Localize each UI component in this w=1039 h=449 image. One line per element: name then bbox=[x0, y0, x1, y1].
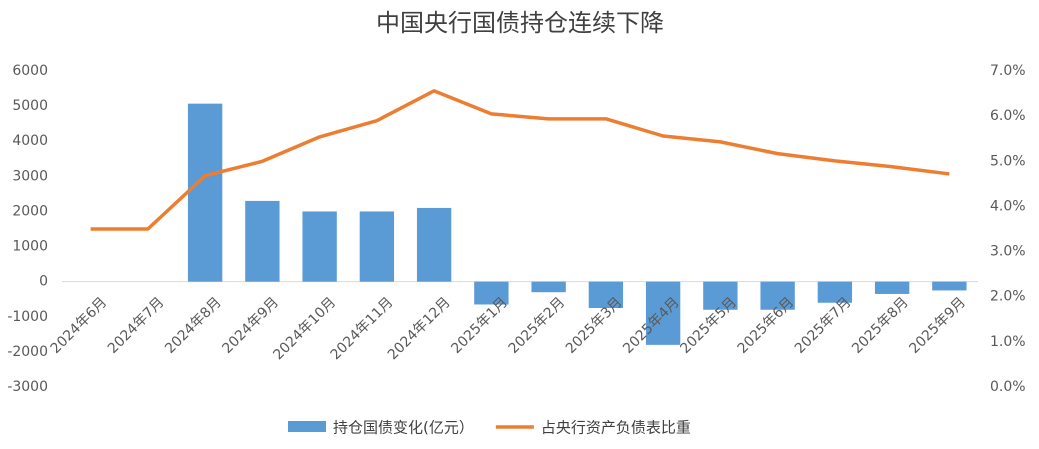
bar bbox=[187, 103, 223, 282]
y2-tick-label: 4.0% bbox=[990, 198, 1026, 214]
x-tick-label: 2025年2月 bbox=[506, 294, 569, 357]
x-tick-label: 2025年7月 bbox=[792, 294, 855, 357]
y-tick-label: -2000 bbox=[7, 344, 48, 360]
bar bbox=[760, 281, 795, 310]
y-tick-label: 5000 bbox=[12, 98, 48, 114]
y-tick-label: 1000 bbox=[12, 239, 48, 255]
y2-tick-label: 1.0% bbox=[990, 334, 1026, 350]
bar bbox=[359, 211, 395, 282]
bar bbox=[588, 281, 624, 308]
y2-tick-label: 3.0% bbox=[990, 244, 1026, 260]
y-tick-label: 4000 bbox=[12, 133, 48, 149]
y2-tick-label: 2.0% bbox=[990, 289, 1026, 305]
bar bbox=[416, 207, 452, 282]
bar bbox=[245, 200, 280, 282]
bar bbox=[474, 281, 509, 305]
bar bbox=[703, 281, 738, 310]
bar bbox=[932, 281, 967, 291]
line bbox=[90, 89, 950, 231]
x-tick-label: 2025年8月 bbox=[849, 294, 912, 357]
y-tick-label: -1000 bbox=[7, 309, 48, 325]
x-tick-label: 2024年9月 bbox=[219, 294, 282, 357]
x-tick-label: 2024年8月 bbox=[162, 294, 225, 357]
y-tick-label: 2000 bbox=[12, 203, 48, 219]
x-tick-label: 2024年7月 bbox=[105, 294, 168, 357]
bar bbox=[817, 281, 853, 303]
legend-swatch bbox=[288, 421, 326, 432]
legend-label: 持仓国债变化(亿元） bbox=[333, 419, 474, 437]
chart-title: 中国央行国债持仓连续下降 bbox=[376, 9, 664, 37]
y2-tick-label: 0.0% bbox=[990, 379, 1026, 395]
y2-tick-label: 7.0% bbox=[990, 63, 1026, 79]
x-tick-label: 2024年6月 bbox=[48, 294, 111, 357]
y-tick-label: 0 bbox=[39, 274, 48, 290]
legend-label: 占央行资产负债表比重 bbox=[541, 419, 691, 437]
x-tick-label: 2025年9月 bbox=[906, 294, 969, 357]
bar bbox=[531, 281, 566, 293]
bar bbox=[874, 281, 910, 294]
y-tick-label: 6000 bbox=[12, 63, 48, 79]
y2-tick-label: 6.0% bbox=[990, 108, 1026, 124]
y-tick-label: 3000 bbox=[12, 168, 48, 184]
y2-tick-label: 5.0% bbox=[990, 153, 1026, 169]
bar bbox=[302, 211, 337, 282]
y-tick-label: -3000 bbox=[7, 379, 48, 395]
bar bbox=[645, 281, 681, 345]
